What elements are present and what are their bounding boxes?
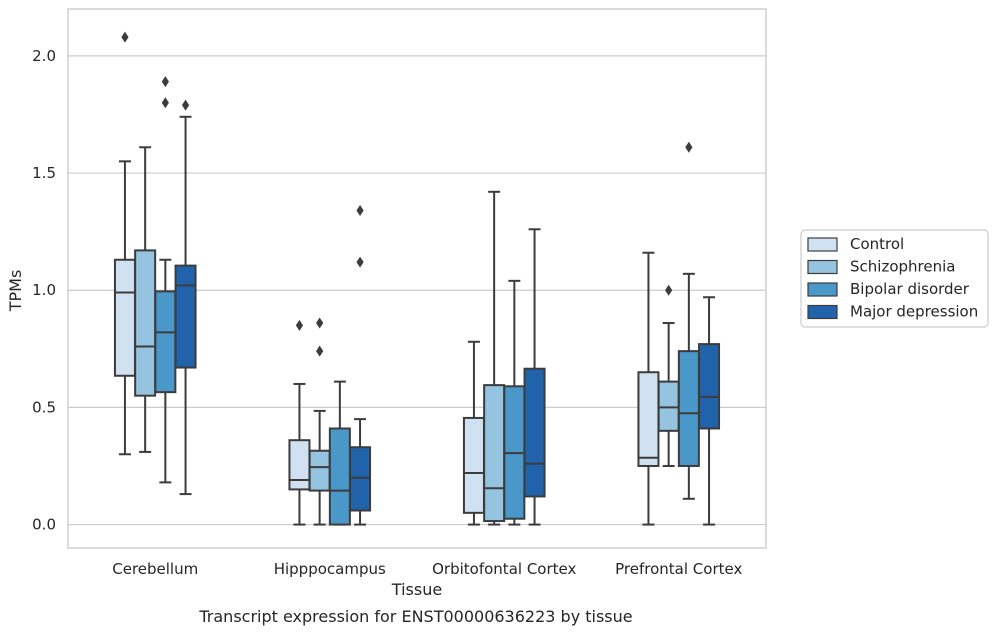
- outlier-point: [161, 97, 169, 109]
- outlier-point: [356, 256, 364, 268]
- legend-label: Schizophrenia: [850, 258, 955, 276]
- plot-frame: [67, 8, 767, 549]
- box-iqr: [698, 343, 721, 430]
- y-axis-label: TPMs: [6, 270, 25, 313]
- box-iqr: [134, 249, 157, 397]
- outlier-point: [161, 76, 169, 88]
- y-tick-label: 2.0: [32, 47, 56, 65]
- legend-label: Major depression: [850, 303, 978, 321]
- legend-label: Bipolar disorder: [850, 280, 970, 298]
- box: [328, 380, 351, 526]
- box: [288, 319, 311, 526]
- chart-caption: Transcript expression for ENST0000063622…: [198, 607, 632, 626]
- box: [698, 296, 721, 526]
- series-major-depression: [174, 99, 721, 526]
- outlier-point: [316, 345, 324, 357]
- box: [503, 279, 526, 526]
- box: [113, 31, 136, 456]
- box-iqr: [154, 290, 177, 394]
- box: [677, 141, 700, 500]
- box-iqr: [523, 367, 546, 498]
- box-iqr: [288, 439, 311, 491]
- box-plot-area: [113, 31, 721, 526]
- box-iqr: [308, 449, 331, 492]
- x-tick-label: Cerebellum: [112, 560, 198, 578]
- y-tick-label: 1.5: [32, 164, 56, 182]
- box: [462, 340, 485, 526]
- box: [154, 76, 177, 484]
- box: [308, 317, 331, 526]
- x-axis-label: Tissue: [391, 580, 442, 599]
- box: [657, 284, 680, 467]
- x-axis-ticks: Cerebellum Hipppocampus Orbitofontal Corte…: [112, 560, 742, 578]
- grid-lines: [68, 55, 766, 526]
- outlier-point: [121, 31, 129, 43]
- x-tick-label: Prefrontal Cortex: [615, 560, 742, 578]
- box: [523, 228, 546, 526]
- legend: Control Schizophrenia Bipolar disorder Majo…: [800, 229, 989, 328]
- y-tick-label: 0.5: [32, 398, 56, 416]
- box-iqr: [483, 384, 506, 523]
- legend-swatch: [807, 259, 838, 275]
- x-tick-label: Hipppocampus: [274, 560, 386, 578]
- series-schizophrenia: [134, 146, 680, 526]
- legend-swatch: [807, 282, 838, 297]
- box-iqr: [349, 446, 372, 512]
- legend-swatch: [807, 237, 838, 252]
- y-tick-label: 0.0: [32, 516, 56, 534]
- box-iqr: [174, 264, 197, 369]
- outlier-point: [356, 205, 364, 217]
- box-iqr: [462, 416, 485, 514]
- outlier-point: [295, 319, 304, 331]
- box: [134, 146, 157, 453]
- outlier-point: [316, 317, 324, 329]
- box-iqr: [637, 371, 660, 467]
- box: [349, 205, 372, 526]
- box-iqr: [677, 350, 700, 467]
- y-tick-label: 1.0: [32, 281, 56, 299]
- box-iqr: [657, 380, 680, 432]
- outlier-point: [181, 99, 190, 111]
- legend-swatch: [807, 304, 838, 320]
- outlier-point: [665, 284, 673, 296]
- y-axis-ticks: 0.0 0.5 1.0 1.5 2.0: [32, 47, 56, 534]
- series-bipolar-disorder: [154, 76, 700, 526]
- box-iqr: [328, 427, 351, 526]
- legend-label: Control: [850, 235, 904, 253]
- box: [174, 99, 197, 496]
- x-tick-label: Orbitofontal Cortex: [432, 560, 576, 578]
- box: [637, 251, 660, 526]
- legend-frame: [800, 229, 989, 328]
- outlier-point: [685, 141, 693, 153]
- box: [483, 190, 506, 526]
- box-iqr: [113, 258, 136, 377]
